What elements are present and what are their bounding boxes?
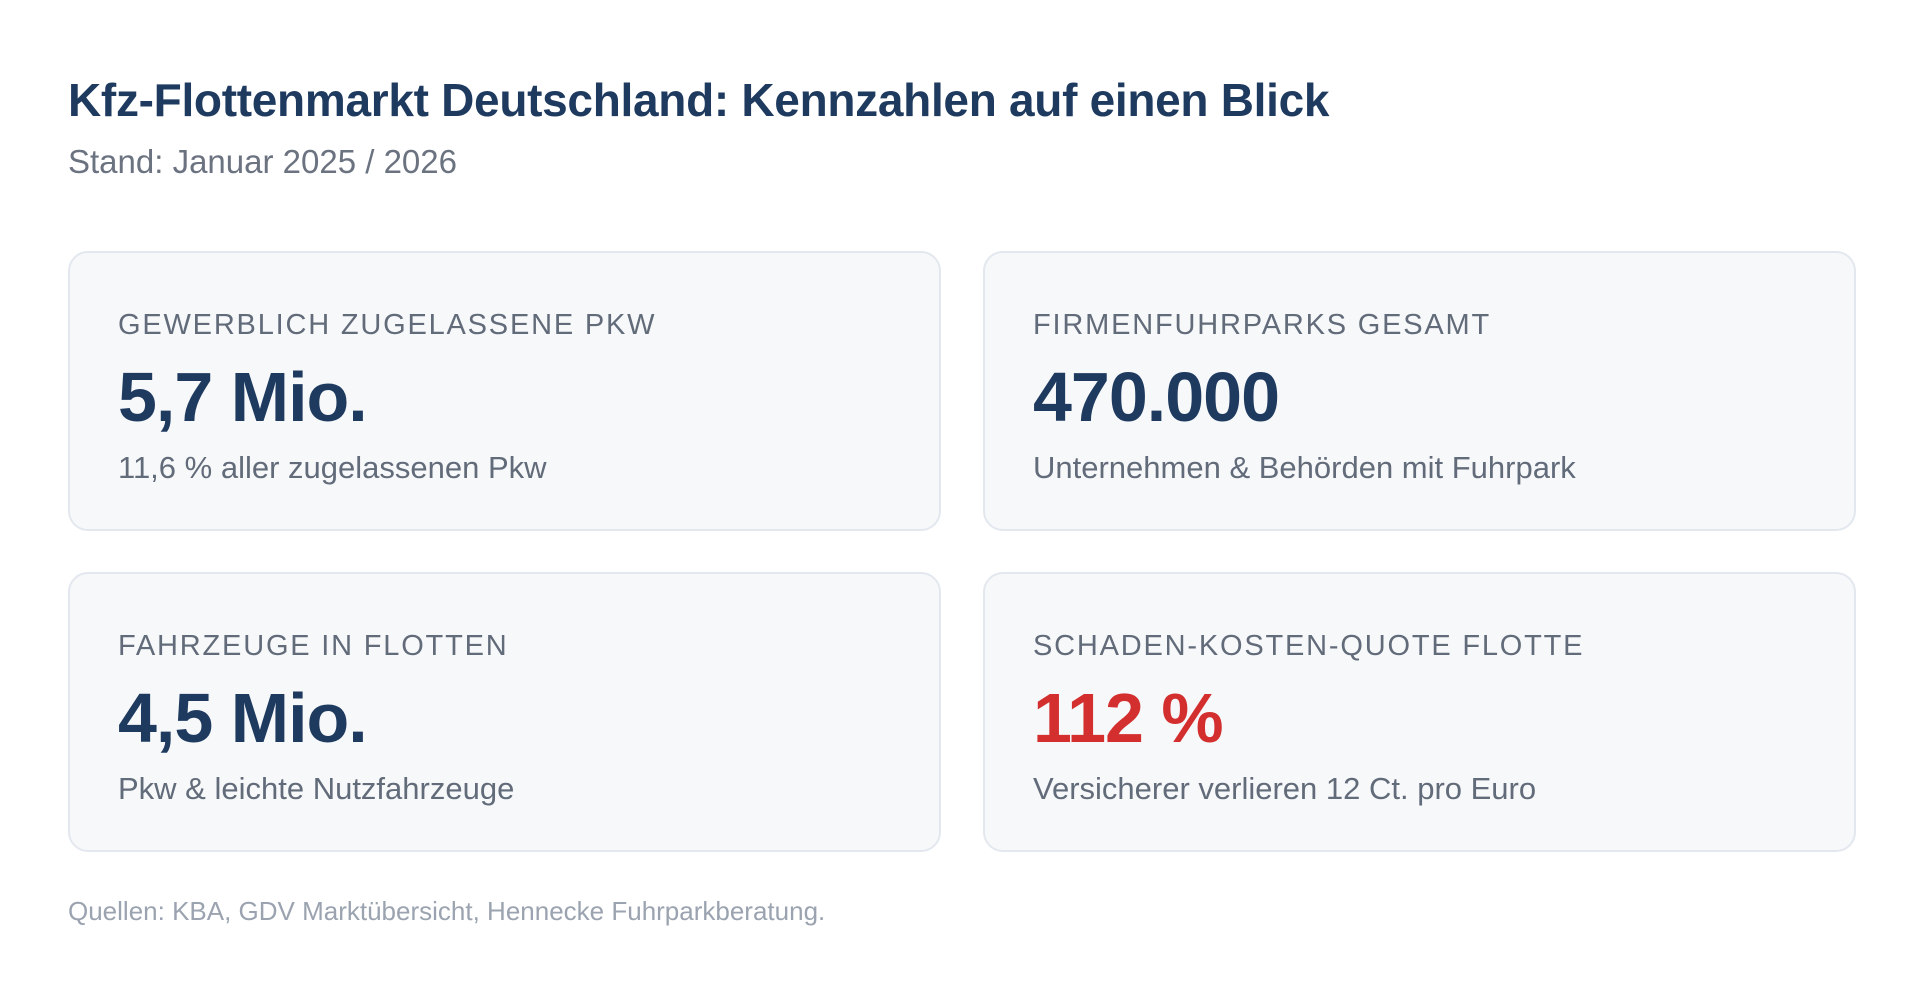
kpi-label: FAHRZEUGE IN FLOTTEN — [118, 630, 509, 662]
kpi-card-combined-ratio: SCHADEN-KOSTEN-QUOTE FLOTTE 112 % Versic… — [983, 572, 1856, 852]
page-subtitle: Stand: Januar 2025 / 2026 — [68, 143, 457, 180]
kpi-card-company-fleets: FIRMENFUHRPARKS GESAMT 470.000 Unternehm… — [983, 251, 1856, 531]
kpi-note: Pkw & leichte Nutzfahrzeuge — [118, 771, 515, 806]
kpi-value-alert: 112 % — [1033, 679, 1224, 757]
kpi-grid: GEWERBLICH ZUGELASSENE PKW 5,7 Mio. 11,6… — [68, 251, 1858, 852]
page-title: Kfz-Flottenmarkt Deutschland: Kennzahlen… — [68, 74, 1330, 126]
kpi-card-fleet-vehicles: FAHRZEUGE IN FLOTTEN 4,5 Mio. Pkw & leic… — [68, 572, 941, 852]
kpi-note: Unternehmen & Behörden mit Fuhrpark — [1033, 450, 1576, 485]
kpi-label: GEWERBLICH ZUGELASSENE PKW — [118, 309, 657, 341]
kpi-label: FIRMENFUHRPARKS GESAMT — [1033, 309, 1491, 341]
kpi-label: SCHADEN-KOSTEN-QUOTE FLOTTE — [1033, 630, 1585, 662]
kpi-card-commercial-cars: GEWERBLICH ZUGELASSENE PKW 5,7 Mio. 11,6… — [68, 251, 941, 531]
kpi-note: 11,6 % aller zugelassenen Pkw — [118, 450, 547, 485]
kpi-value: 470.000 — [1033, 358, 1280, 436]
kpi-value: 5,7 Mio. — [118, 358, 368, 436]
sources-footnote: Quellen: KBA, GDV Marktübersicht, Hennec… — [68, 896, 826, 926]
kpi-note: Versicherer verlieren 12 Ct. pro Euro — [1033, 771, 1537, 806]
kpi-value: 4,5 Mio. — [118, 679, 368, 757]
